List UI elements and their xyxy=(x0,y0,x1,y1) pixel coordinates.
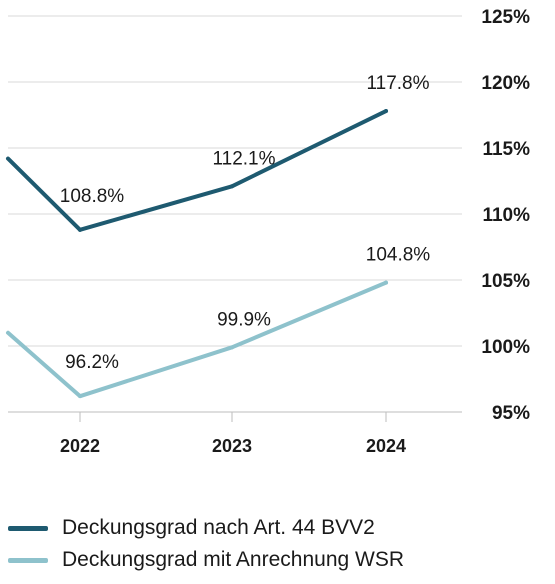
x-axis-ticks: 2022 2023 2024 xyxy=(60,412,406,456)
y-tick-label: 100% xyxy=(481,337,530,358)
data-point xyxy=(384,109,388,114)
legend: Deckungsgrad nach Art. 44 BVV2 Deckungsg… xyxy=(8,512,404,576)
legend-swatch-wsr xyxy=(8,557,48,563)
x-tick-label: 2024 xyxy=(366,436,406,456)
x-tick-label: 2023 xyxy=(212,436,252,456)
y-tick-label: 115% xyxy=(482,139,530,160)
legend-label-art44: Deckungsgrad nach Art. 44 BVV2 xyxy=(62,516,375,539)
data-label: 96.2% xyxy=(65,352,119,373)
data-label: 112.1% xyxy=(212,148,275,169)
series-lines xyxy=(6,109,388,399)
data-label: 104.8% xyxy=(366,245,431,266)
legend-item-art44: Deckungsgrad nach Art. 44 BVV2 xyxy=(8,512,404,544)
data-point xyxy=(230,184,234,189)
y-axis-ticks: 125% 120% 115% 110% 105% 100% 95% xyxy=(481,7,530,424)
data-label: 117.8% xyxy=(366,73,429,94)
y-tick-label: 125% xyxy=(481,7,530,28)
data-point xyxy=(78,394,82,399)
series-line-1 xyxy=(6,109,388,232)
legend-swatch-art44 xyxy=(8,525,48,531)
data-point xyxy=(230,345,234,350)
data-label: 108.8% xyxy=(60,186,125,207)
x-tick-label: 2022 xyxy=(60,436,100,456)
y-tick-label: 105% xyxy=(481,271,530,292)
data-label: 99.9% xyxy=(217,309,271,330)
legend-item-wsr: Deckungsgrad mit Anrechnung WSR xyxy=(8,544,404,576)
data-labels: 108.8% 112.1% 117.8% 96.2% 99.9% 104.8% xyxy=(60,73,431,373)
y-tick-label: 110% xyxy=(482,205,530,226)
series-line-2 xyxy=(6,280,388,399)
y-tick-label: 120% xyxy=(481,73,530,94)
legend-label-wsr: Deckungsgrad mit Anrechnung WSR xyxy=(62,548,404,571)
data-point xyxy=(78,227,82,232)
data-point xyxy=(384,280,388,285)
y-tick-label: 95% xyxy=(492,403,530,424)
